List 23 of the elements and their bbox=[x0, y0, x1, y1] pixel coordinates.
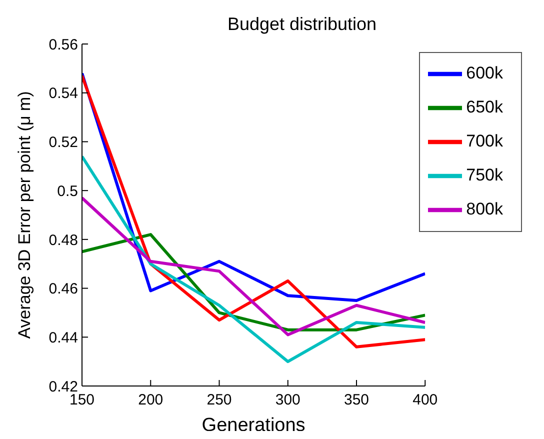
legend-label: 750k bbox=[466, 165, 503, 184]
y-tick-label: 0.54 bbox=[48, 85, 78, 102]
y-tick-label: 0.46 bbox=[48, 280, 78, 298]
x-tick-label: 400 bbox=[412, 392, 438, 409]
line-series bbox=[82, 74, 426, 348]
legend-label: 800k bbox=[466, 199, 503, 218]
line-series bbox=[82, 154, 426, 364]
x-tick-label: 300 bbox=[275, 392, 300, 409]
x-tick-label: 350 bbox=[344, 392, 370, 409]
line-series bbox=[82, 196, 426, 336]
chart-title: Budget distribution bbox=[226, 14, 378, 35]
y-tick-label: 0.44 bbox=[48, 329, 78, 346]
y-tick-label: 0.56 bbox=[48, 36, 78, 54]
x-tick-label: 200 bbox=[138, 392, 164, 409]
y-tick-label: 0.5 bbox=[57, 182, 78, 200]
legend-label: 600k bbox=[466, 63, 503, 82]
legend-label: 650k bbox=[466, 97, 503, 116]
x-tick-label: 250 bbox=[206, 392, 232, 409]
legend-label: 700k bbox=[466, 131, 503, 150]
x-axis-title: Generations bbox=[202, 415, 306, 436]
y-axis-title: Average 3D Error per point (μ m) bbox=[15, 91, 34, 339]
y-tick-label: 0.52 bbox=[48, 134, 78, 152]
y-tick-label: 0.48 bbox=[48, 232, 78, 249]
